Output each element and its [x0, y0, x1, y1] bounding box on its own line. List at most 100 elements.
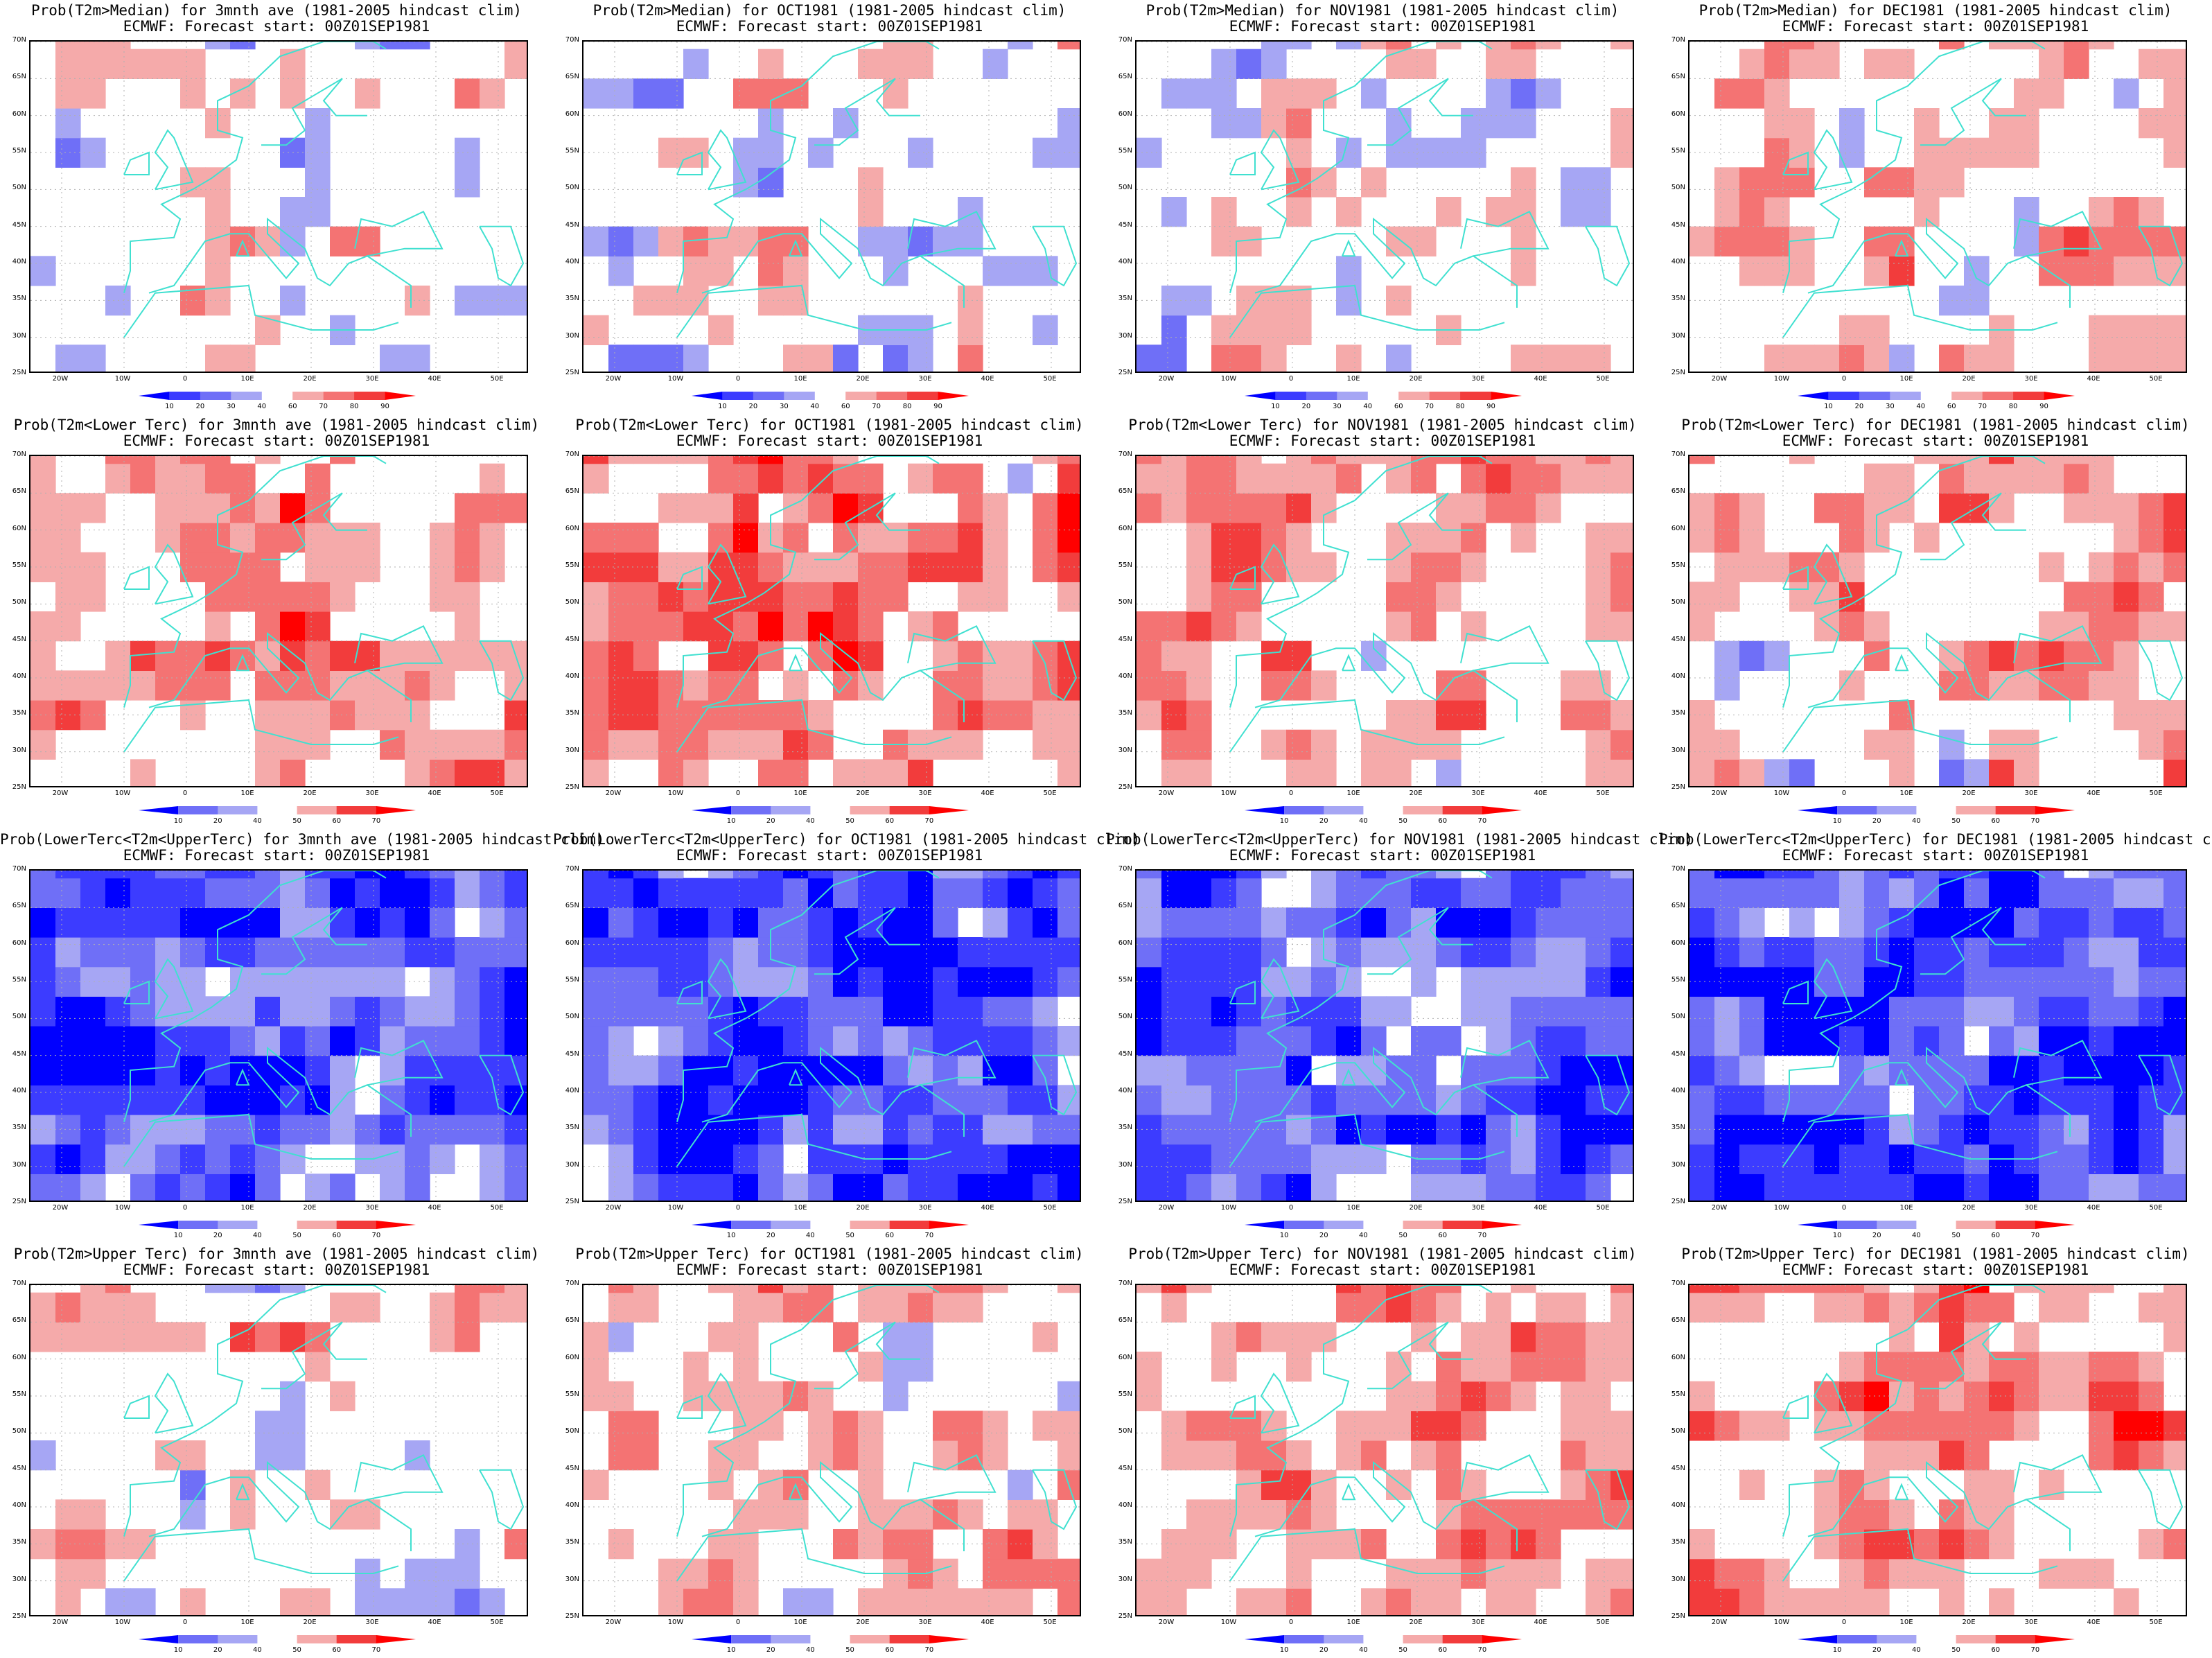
probability-cell [758, 1115, 784, 1145]
probability-cell [280, 907, 306, 938]
probability-cell [933, 1055, 958, 1085]
latitude-tick-label: 35N [1671, 1538, 1685, 1546]
probability-cell [405, 1144, 430, 1174]
probability-cell [1511, 167, 1536, 198]
latitude-tick-label: 45N [1118, 635, 1132, 643]
colorbar-tick-label: 60 [1438, 1232, 1448, 1239]
probability-cell [1161, 878, 1187, 908]
probability-cell [1211, 1173, 1237, 1201]
probability-cell [405, 640, 430, 671]
probability-cell [933, 552, 958, 582]
probability-cell [405, 759, 430, 786]
probability-cell [80, 1322, 106, 1352]
probability-cell [80, 1499, 106, 1530]
probability-cell [305, 1085, 331, 1115]
latitude-tick-label: 30N [1118, 1575, 1132, 1583]
probability-cell [1008, 937, 1033, 968]
probability-cell [1789, 878, 1815, 908]
colorbar-swatch [1916, 1221, 1956, 1229]
latitude-tick-label: 65N [12, 902, 26, 910]
coastline [1895, 239, 1909, 257]
probability-cell [2014, 1026, 2039, 1056]
probability-field-map [583, 42, 1080, 372]
probability-cell [1764, 1173, 1790, 1201]
probability-cell [1161, 966, 1187, 997]
probability-cell [783, 966, 809, 997]
probability-cell [180, 937, 206, 968]
colorbar-tick-label: 40 [1912, 817, 1921, 825]
probability-cell [1561, 197, 1586, 227]
probability-cell [230, 1499, 256, 1530]
latitude-tick-label: 30N [1671, 746, 1685, 754]
probability-cell [1236, 1173, 1262, 1201]
probability-cell [2064, 1085, 2089, 1115]
probability-cell [1186, 493, 1212, 523]
probability-cell [1739, 78, 1765, 109]
probability-cell [405, 1440, 430, 1471]
colorbar-tick-label: 50 [1951, 817, 1960, 825]
colorbar-swatch [692, 392, 723, 400]
probability-cell [2064, 493, 2089, 523]
probability-cell [608, 1085, 634, 1115]
probability-cell [1336, 137, 1362, 168]
probability-cell [1161, 1440, 1187, 1471]
panel-title: Prob(LowerTerc<T2m<UpperTerc) for NOV198… [1106, 831, 1694, 848]
probability-cell [758, 226, 784, 256]
probability-cell [1161, 315, 1187, 345]
probability-cell [1561, 1144, 1586, 1174]
probability-cell [1161, 197, 1187, 227]
coastline [123, 1285, 387, 1537]
probability-cell [1033, 315, 1058, 345]
probability-cell [1057, 108, 1080, 139]
longitude-tick-label: 20E [1409, 375, 1423, 383]
probability-cell [633, 1285, 659, 1293]
probability-cell [1689, 493, 1715, 523]
probability-cell [355, 1292, 380, 1323]
probability-cell [55, 670, 81, 701]
probability-cell [1161, 1144, 1187, 1174]
probability-cell [2014, 456, 2039, 464]
colorbar-swatch [1284, 806, 1324, 814]
probability-cell [480, 523, 505, 553]
probability-cell [1714, 1115, 1740, 1145]
probability-cell [180, 1588, 206, 1615]
probability-cell [1610, 1440, 1633, 1471]
latitude-tick-label: 55N [1671, 976, 1685, 984]
probability-cell [1057, 1588, 1080, 1615]
probability-cell [1689, 582, 1715, 612]
probability-cell [608, 937, 634, 968]
probability-cell [1511, 42, 1536, 50]
probability-cell [1008, 1144, 1033, 1174]
probability-cell [1033, 1173, 1058, 1201]
probability-cell [908, 1588, 933, 1615]
probability-cell [1057, 1440, 1080, 1471]
colorbar-tick-label: 50 [1398, 817, 1407, 825]
probability-cell [633, 996, 659, 1027]
probability-cell [633, 907, 659, 938]
probability-cell [405, 1558, 430, 1589]
probability-cell [1864, 1285, 1890, 1293]
probability-cell [1610, 1285, 1633, 1293]
probability-cell [1610, 1144, 1633, 1174]
colorbar-tick-label: 10 [173, 1232, 183, 1239]
colorbar-tick-label: 50 [1398, 1646, 1407, 1654]
colorbar-tick-label: 60 [1438, 817, 1448, 825]
coastline [1895, 1483, 1909, 1501]
probability-cell [1939, 493, 1965, 523]
probability-cell [1610, 1292, 1633, 1323]
probability-cell [480, 1292, 505, 1323]
probability-cell [1536, 493, 1561, 523]
probability-cell [783, 1085, 809, 1115]
probability-cell [583, 1085, 609, 1115]
probability-cell [1008, 1469, 1033, 1500]
colorbar-swatch [2035, 806, 2075, 814]
latitude-tick-label: 45N [12, 1464, 26, 1472]
probability-cell [858, 1352, 884, 1382]
latitude-tick-label: 35N [12, 1538, 26, 1546]
probability-cell [1136, 1144, 1162, 1174]
colorbar-swatch [929, 1635, 969, 1643]
probability-cell [1286, 42, 1312, 50]
probability-cell [1008, 670, 1033, 701]
probability-cell [30, 878, 56, 908]
colorbar-swatch [1324, 1635, 1364, 1643]
